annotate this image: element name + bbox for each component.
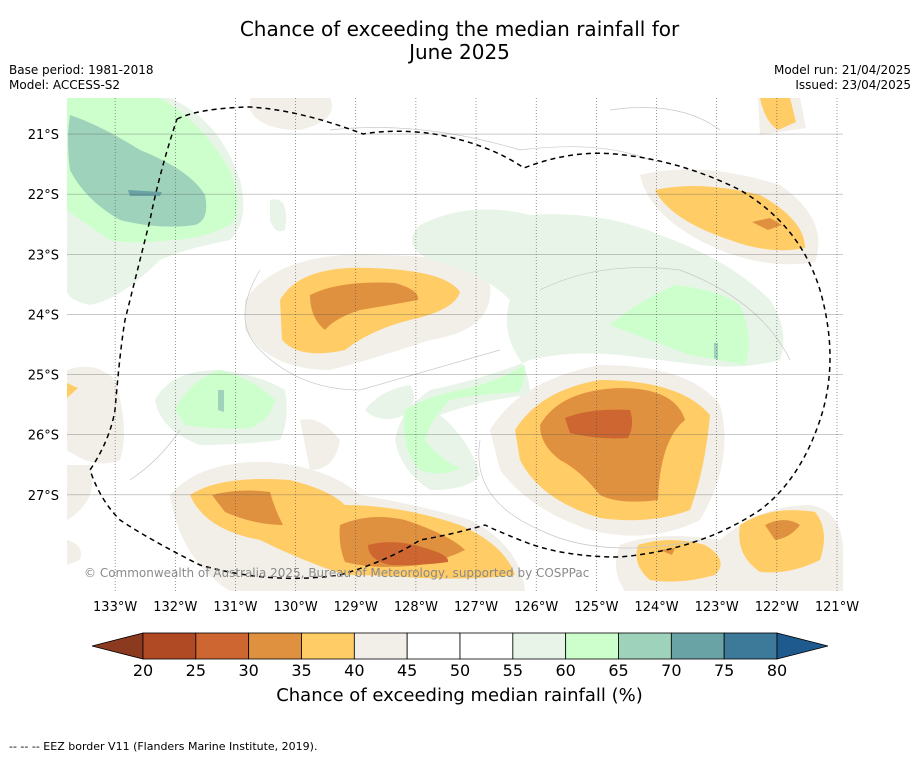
lon-label: 133°W (93, 600, 137, 615)
colorbar-tick-label: 70 (661, 661, 681, 680)
map-panel: © Commonwealth of Australia 2025, Bureau… (67, 98, 843, 591)
colorbar-tick-label: 60 (555, 661, 575, 680)
latitude-labels: 21°S 22°S 23°S 24°S 25°S 26°S 27°S (28, 128, 59, 504)
colorbar-box (248, 632, 302, 660)
issued-date: Issued: 23/04/2025 (795, 78, 911, 92)
colorbar-box (406, 632, 461, 660)
lon-label: 128°W (394, 600, 438, 615)
lon-label: 125°W (574, 600, 618, 615)
lat-label: 26°S (28, 429, 59, 444)
colorbar-tick-label: 55 (503, 661, 523, 680)
lon-label: 127°W (454, 600, 498, 615)
lon-label: 121°W (815, 600, 859, 615)
eez-border (89, 106, 831, 580)
colorbar-box (670, 632, 725, 660)
lat-label: 27°S (28, 489, 59, 504)
graticule (67, 98, 843, 591)
band-70-75 (128, 190, 162, 196)
colorbar-box (512, 632, 567, 660)
colorbar-tick-label: 20 (133, 661, 153, 680)
colorbar-tick-label: 35 (291, 661, 311, 680)
colorbar-box (301, 632, 355, 660)
colorbar-ticks: 20 25 30 35 40 45 50 55 60 65 70 75 80 (133, 661, 787, 680)
contour-lines (129, 107, 791, 549)
lat-label: 25°S (28, 369, 59, 384)
longitude-labels: 133°W 132°W 131°W 130°W 129°W 128°W 127°W 126°W… (93, 600, 859, 615)
colorbar-box (195, 632, 250, 660)
lon-label: 124°W (634, 600, 678, 615)
colorbar-over-arrow (776, 632, 829, 660)
colorbar-tick-label: 40 (344, 661, 364, 680)
lon-label: 123°W (695, 600, 739, 615)
colorbar-tick-label: 30 (238, 661, 258, 680)
colorbar-tick-label: 50 (450, 661, 470, 680)
lon-label: 129°W (334, 600, 378, 615)
map-title: Chance of exceeding the median rainfall … (0, 18, 919, 64)
colorbar: 20 25 30 35 40 45 50 55 60 65 70 75 80 (91, 632, 829, 680)
colorbar-box (723, 632, 778, 660)
colorbar-tick-label: 75 (714, 661, 734, 680)
model-name: Model: ACCESS-S2 (9, 78, 121, 92)
colorbar-boxes (142, 632, 778, 660)
title-line-2: June 2025 (409, 40, 510, 64)
lon-label: 126°W (514, 600, 558, 615)
base-period: Base period: 1981-2018 (9, 63, 154, 77)
colorbar-box (618, 632, 672, 660)
lat-label: 24°S (28, 308, 59, 323)
copyright-notice: © Commonwealth of Australia 2025, Bureau… (84, 566, 589, 580)
model-run: Model run: 21/04/2025 (773, 63, 911, 77)
band-65-70 (68, 115, 718, 412)
lon-label: 122°W (755, 600, 799, 615)
lon-label: 131°W (213, 600, 257, 615)
lon-label: 130°W (274, 600, 318, 615)
metadata-right: Model run: 21/04/2025 Issued: 23/04/2025 (774, 63, 911, 93)
metadata-left: Base period: 1981-2018 Model: ACCESS-S2 (9, 63, 154, 93)
lat-label: 21°S (28, 128, 59, 143)
colorbar-under-arrow (91, 632, 144, 660)
lon-label: 132°W (153, 600, 197, 615)
title-line-1: Chance of exceeding the median rainfall … (239, 17, 680, 41)
colorbar-tick-label: 65 (608, 661, 628, 680)
band-25-30 (368, 409, 633, 566)
colorbar-tick-label: 45 (397, 661, 417, 680)
lat-label: 23°S (28, 248, 59, 263)
colorbar-box (459, 632, 514, 660)
lat-label: 22°S (28, 188, 59, 203)
colorbar-title: Chance of exceeding median rainfall (%) (276, 685, 643, 706)
colorbar-box (565, 632, 619, 660)
colorbar-box (353, 632, 408, 660)
colorbar-tick-label: 80 (767, 661, 787, 680)
colorbar-box (142, 632, 197, 660)
colorbar-tick-label: 25 (186, 661, 206, 680)
eez-footnote: -- -- -- EEZ border V11 (Flanders Marine… (9, 740, 318, 753)
